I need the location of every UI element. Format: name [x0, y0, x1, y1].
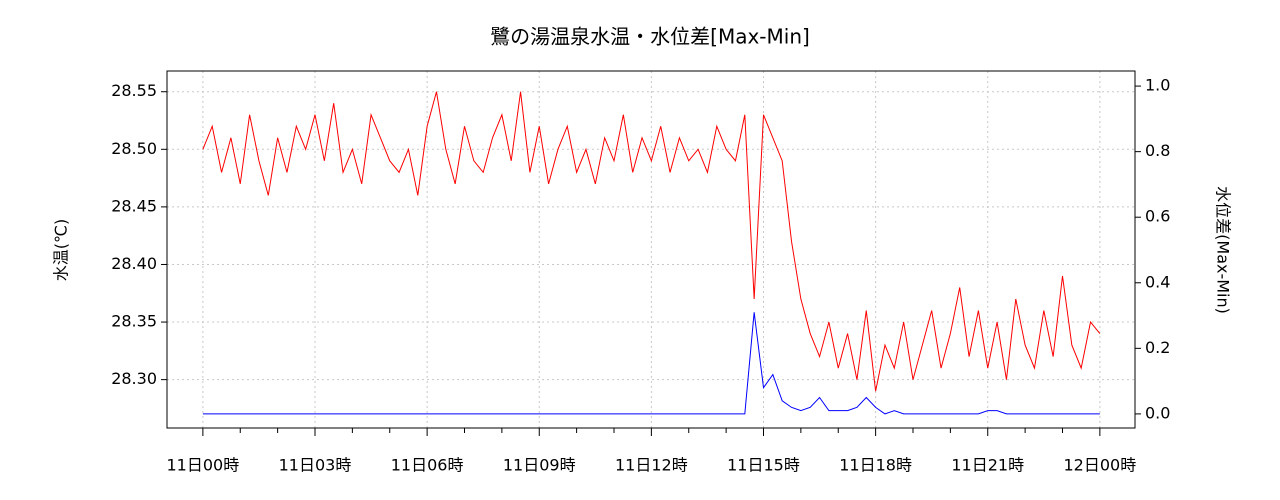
y-tick-label: 28.50: [111, 139, 157, 158]
y2-tick-label: 0.8: [1145, 141, 1170, 160]
data-line: [202, 91, 1101, 392]
y2-axis-label: 水位差(Max-Min): [1214, 186, 1233, 314]
plot-frame: [166, 70, 1136, 429]
x-tick-label: 11日18時: [839, 456, 912, 475]
x-tick-label: 11日09時: [503, 456, 576, 475]
y-tick-label: 28.30: [111, 369, 157, 388]
y-tick-label: 28.45: [111, 196, 157, 215]
y-tick-label: 28.55: [111, 81, 157, 100]
y2-tick-label: 0.2: [1145, 338, 1170, 357]
chart-title: 鷺の湯温泉水温・水位差[Max-Min]: [490, 25, 810, 49]
y2-tick-label: 0.6: [1145, 207, 1170, 226]
x-tick-label: 11日03時: [279, 456, 352, 475]
y2-tick-label: 1.0: [1145, 76, 1170, 95]
y2-tick-label: 0.0: [1145, 403, 1170, 422]
y-tick-label: 28.40: [111, 254, 157, 273]
x-tick-label: 11日00時: [167, 456, 240, 475]
x-tick-label: 11日21時: [951, 456, 1024, 475]
data-line: [202, 312, 1100, 415]
x-tick-label: 12日00時: [1064, 456, 1137, 475]
y-tick-label: 28.35: [111, 312, 157, 331]
y2-tick-label: 0.4: [1145, 272, 1170, 291]
x-tick-label: 11日06時: [391, 456, 464, 475]
x-tick-label: 11日15時: [727, 456, 800, 475]
x-tick-label: 11日12時: [615, 456, 688, 475]
y-axis-label: 水温(℃): [52, 219, 71, 281]
